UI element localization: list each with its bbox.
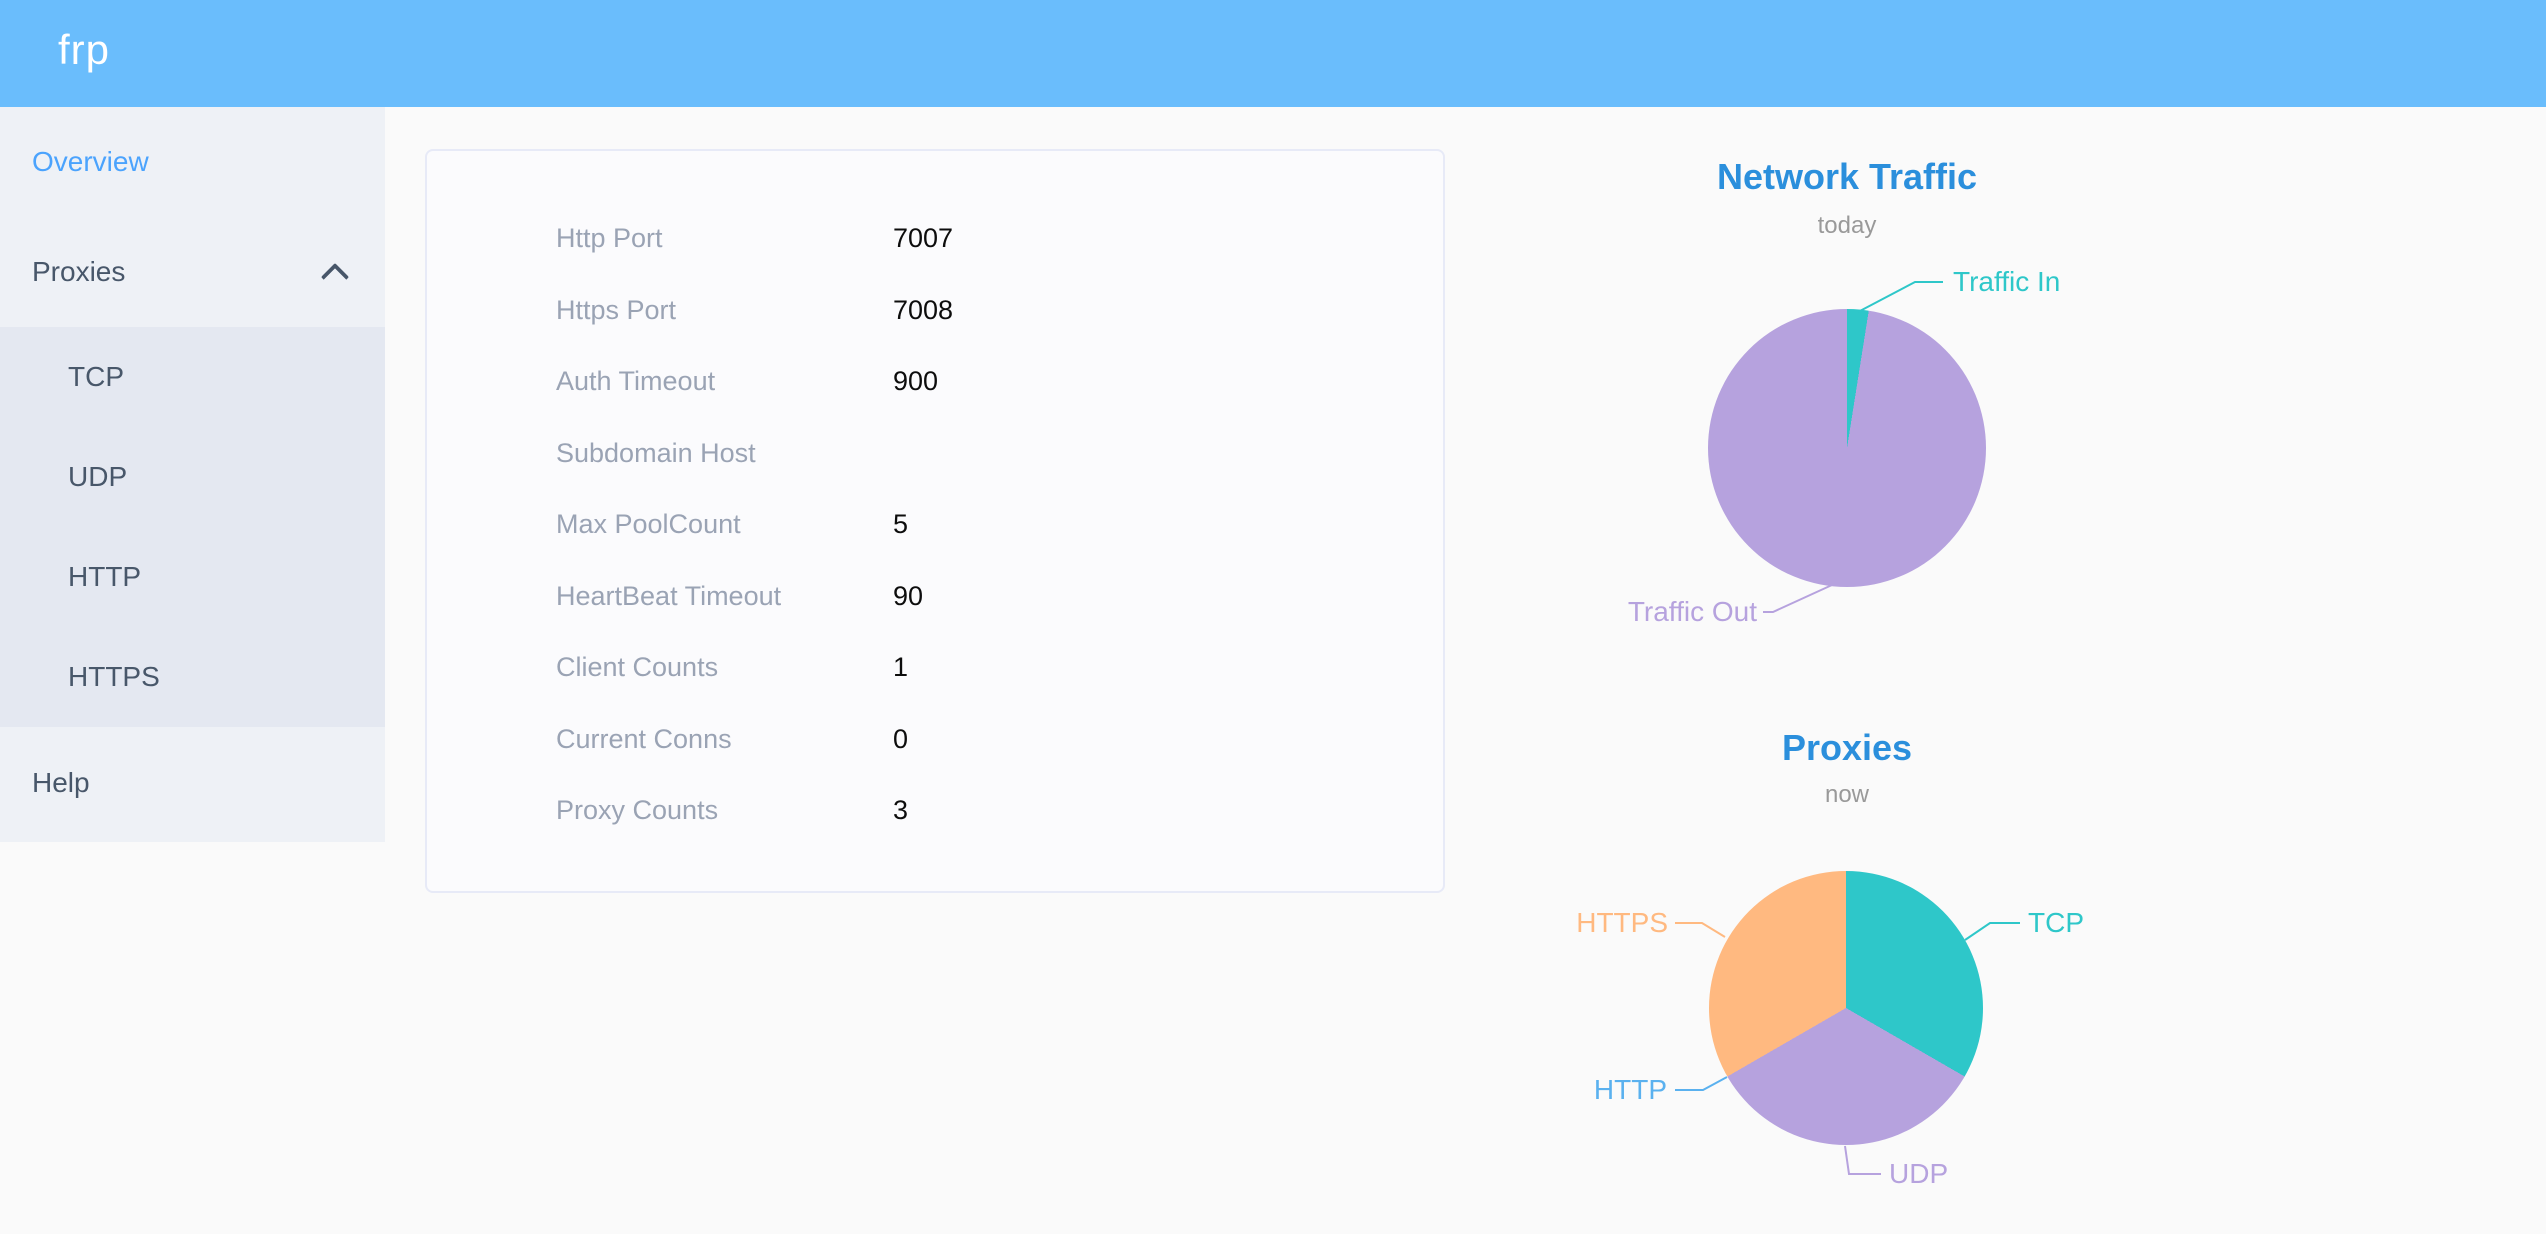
config-value: 0 [893,723,909,754]
proxies-pie [1709,871,1983,1145]
config-row: Https Port 7008 [427,275,1443,347]
app-header: frp [0,0,2546,107]
config-value: 5 [893,509,909,539]
sidebar-item-label: Overview [32,146,149,177]
chevron-up-icon[interactable] [320,262,350,292]
config-value: 7008 [893,294,954,325]
https-label: HTTPS [1576,907,1668,938]
config-value: 1 [893,652,909,682]
chart-title: Proxies [1781,727,1913,768]
proxies-submenu: TCP UDP HTTP HTTPS [0,327,385,727]
sidebar-item-label: Help [32,767,90,798]
tcp-label-line [1964,922,2020,941]
network-traffic-pie [1708,309,1986,587]
udp-label-line [1844,1145,1881,1175]
config-row: Auth Timeout 900 [427,346,1443,418]
traffic-out-label-line [1763,584,1833,613]
sidebar-item-udp[interactable]: UDP [0,427,385,527]
config-row: Current Conns 0 [427,704,1443,776]
https-label-line [1675,922,1726,938]
http-label-line [1675,1076,1728,1091]
traffic-in-label: Traffic In [1953,266,2061,297]
sidebar-item-https[interactable]: HTTPS [0,627,385,727]
config-value: 7007 [893,223,954,253]
udp-label: UDP [1889,1158,1949,1189]
tcp-label: TCP [2028,907,2084,938]
config-value: 3 [893,795,909,825]
chart-title: Network Traffic [1716,156,1978,197]
chart-subtitle: today [1817,212,1877,239]
sidebar-item-label: TCP [68,361,124,392]
sidebar-item-label: HTTP [68,561,142,592]
chart-subtitle: now [1824,781,1870,808]
traffic-out-label: Traffic Out [1627,596,1757,627]
sidebar-item-http[interactable]: HTTP [0,527,385,627]
config-row: Http Port 7007 [427,203,1443,275]
config-label: Http Port [556,223,663,253]
config-value: 900 [893,366,939,396]
config-label: Subdomain Host [556,437,756,468]
sidebar-item-proxies[interactable]: Proxies [0,217,385,327]
sidebar-menu: Overview Proxies TCP UDP HTTP HTTPS Help [0,107,385,842]
config-row: Proxy Counts 3 [427,775,1443,847]
sidebar-item-help[interactable]: Help [0,727,385,839]
sidebar-item-label: UDP [68,461,128,492]
config-row: Subdomain Host [427,418,1443,490]
config-label: HeartBeat Timeout [556,580,782,611]
sidebar-item-tcp[interactable]: TCP [0,327,385,427]
config-label: Client Counts [556,652,719,682]
config-label: Max PoolCount [556,509,741,539]
sidebar-item-label: Proxies [32,256,126,287]
config-label: Https Port [556,294,677,325]
config-row: HeartBeat Timeout 90 [427,561,1443,633]
config-label: Auth Timeout [556,366,716,396]
traffic-in-label-line [1857,281,1943,313]
app-logo: frp [58,26,111,73]
server-config-card: Http Port 7007 Https Port 7008 Auth Time… [425,149,1445,893]
config-label: Proxy Counts [556,795,719,825]
config-value: 90 [893,580,924,611]
sidebar-item-label: HTTPS [68,661,160,692]
http-label: HTTP [1593,1074,1667,1105]
config-row: Client Counts 1 [427,632,1443,704]
config-label: Current Conns [556,723,732,754]
config-row: Max PoolCount 5 [427,489,1443,561]
sidebar-item-overview[interactable]: Overview [0,107,385,217]
